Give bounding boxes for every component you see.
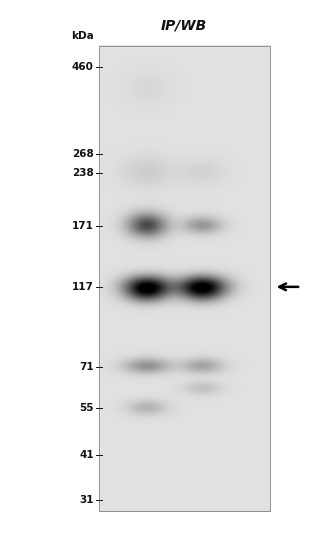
Text: 117: 117 bbox=[72, 282, 94, 292]
Text: 55: 55 bbox=[79, 403, 94, 413]
Text: 41: 41 bbox=[79, 450, 94, 460]
Text: kDa: kDa bbox=[71, 31, 94, 41]
Bar bbox=[99, 46, 270, 511]
Text: 460: 460 bbox=[72, 63, 94, 72]
Bar bbox=[99, 46, 270, 511]
Text: 71: 71 bbox=[79, 362, 94, 372]
Text: 171: 171 bbox=[72, 221, 94, 231]
Text: 31: 31 bbox=[79, 495, 94, 505]
Text: 268: 268 bbox=[72, 149, 94, 159]
Text: IP/WB: IP/WB bbox=[161, 18, 207, 33]
Text: 238: 238 bbox=[72, 168, 94, 178]
